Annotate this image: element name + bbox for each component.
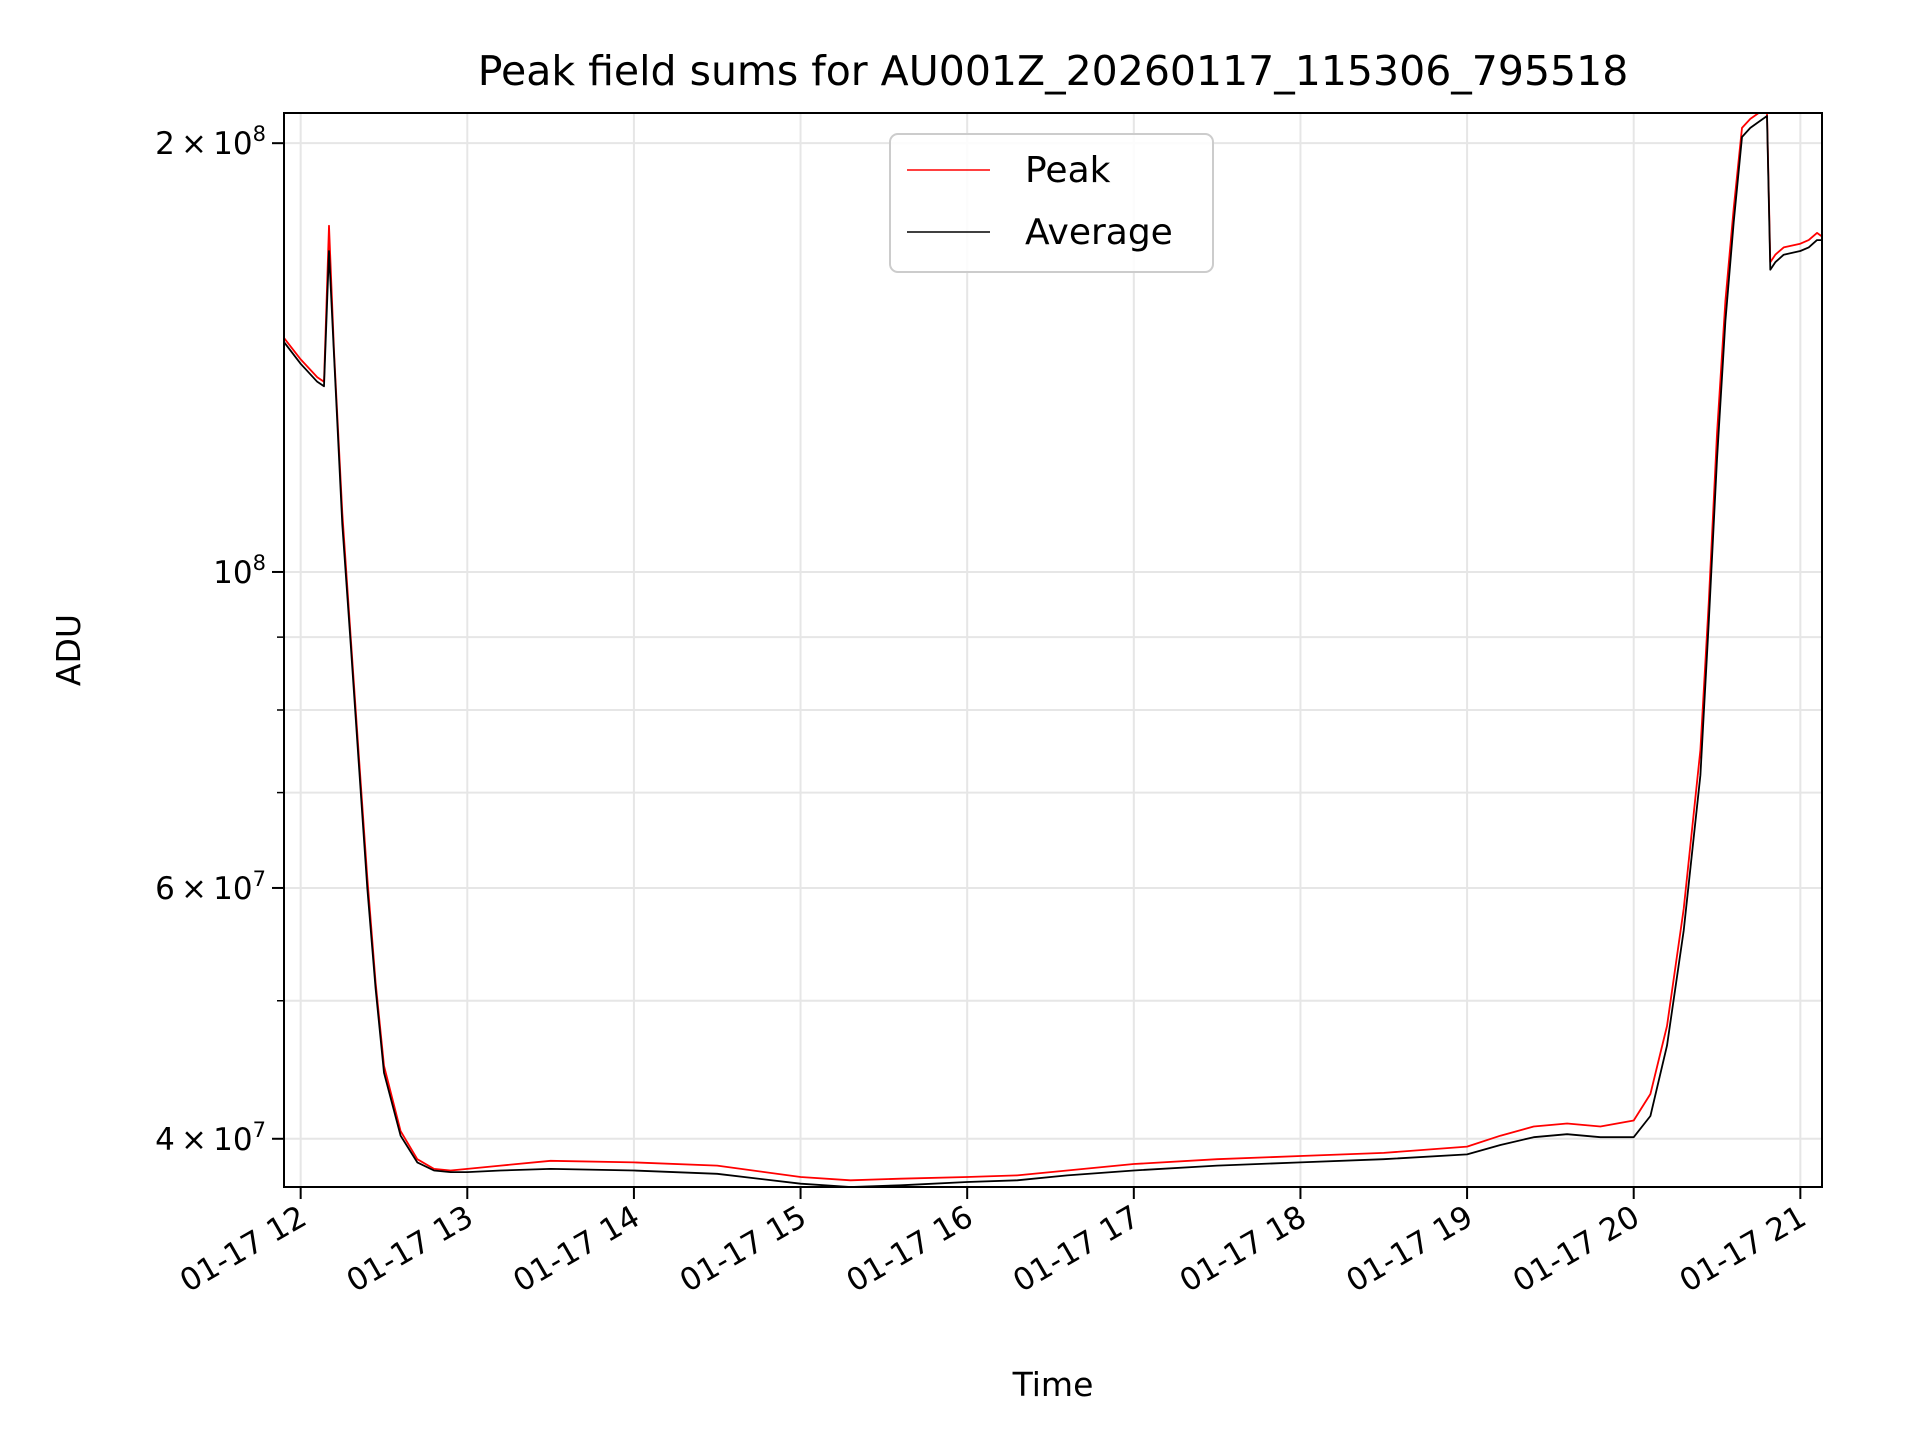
legend-box — [889, 133, 1214, 273]
legend: Peak Average — [889, 133, 1214, 273]
y-tick-label: 4 × 107 — [155, 1118, 266, 1158]
series-layer — [283, 112, 1823, 1188]
chart-title: Peak field sums for AU001Z_20260117_1153… — [478, 47, 1629, 95]
y-tick-label: 2 × 108 — [155, 122, 266, 162]
plot-area-frame — [283, 112, 1823, 1188]
x-axis-title: Time — [1012, 1365, 1094, 1404]
series-line-average — [283, 115, 1822, 1188]
y-axis-title: ADU — [49, 614, 88, 686]
legend-average-label: Average — [1025, 212, 1173, 253]
legend-peak-label: Peak — [1025, 150, 1111, 191]
y-tick-label: 6 × 107 — [155, 867, 266, 907]
grid — [284, 113, 1822, 1187]
